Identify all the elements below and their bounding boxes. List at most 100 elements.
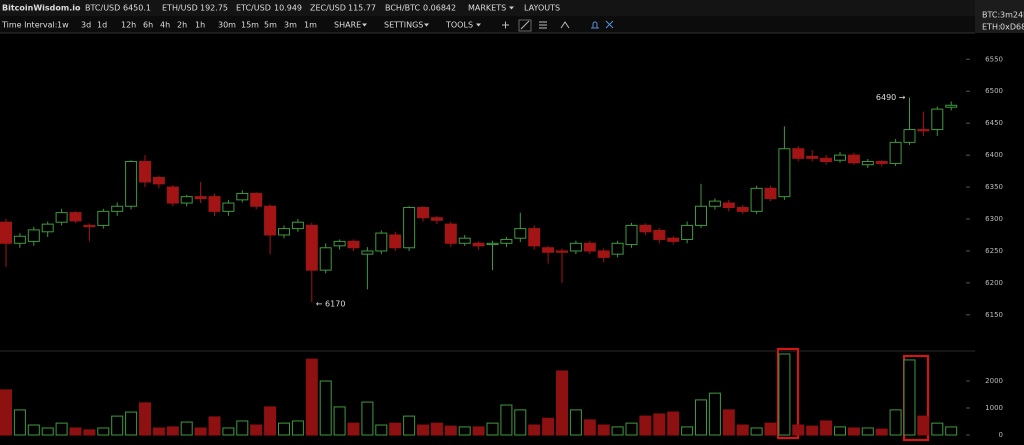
y-tick-label: 6450 — [985, 119, 1003, 127]
y-tick-label: 6150 — [985, 311, 1003, 319]
interval[interactable]: 1w — [57, 21, 69, 30]
logo[interactable]: BitcoinWisdom.io — [2, 4, 81, 13]
volume-bar — [889, 409, 902, 436]
interval[interactable]: 1h — [195, 21, 205, 30]
y-tick-label: 6400 — [985, 151, 1003, 159]
volume-bar — [403, 415, 416, 436]
candle-body — [305, 224, 318, 271]
candle-body — [458, 237, 471, 244]
candle-body — [55, 212, 68, 223]
volume-bar — [681, 426, 694, 436]
volume-bar — [389, 422, 402, 436]
interval[interactable]: 5m — [264, 21, 277, 30]
volume-bar — [639, 415, 652, 436]
menu[interactable]: MARKETS — [468, 4, 506, 13]
interval[interactable]: 3m — [284, 21, 297, 30]
ticker-pair[interactable]: ETC/USD — [236, 4, 271, 13]
candle-body — [778, 148, 791, 198]
candle-body — [319, 247, 332, 271]
volume-bar — [861, 427, 874, 436]
volume-bar — [236, 420, 249, 436]
ticker-pair[interactable]: ZEC/USD — [310, 4, 346, 13]
volume-tick-label: 1000 — [985, 404, 1003, 412]
volume-bar — [653, 413, 666, 436]
volume-tick-label: 0 — [999, 431, 1003, 439]
volume-bar — [97, 427, 110, 436]
candle-body — [875, 161, 888, 164]
ticker-pair[interactable]: ETH/USD — [162, 4, 198, 13]
volume-bar — [180, 421, 193, 436]
price-annotation: 6490 → — [876, 93, 906, 102]
candle-body — [194, 196, 207, 200]
fib-icon — [539, 21, 547, 29]
candle-body — [931, 108, 944, 131]
volume-bar — [500, 404, 513, 436]
pen-icon — [560, 21, 570, 29]
volume-bar — [542, 417, 555, 436]
volume-bar — [903, 359, 916, 436]
ticker-pair[interactable]: BTC/USD — [85, 4, 120, 13]
interval[interactable]: 6h — [143, 21, 153, 30]
candle-body — [375, 232, 388, 252]
candle-body — [417, 207, 429, 219]
volume-bar — [722, 409, 735, 436]
ticker-price: 0.06842 — [423, 4, 456, 13]
interval[interactable]: 30m — [218, 21, 236, 30]
interval[interactable]: 4h — [160, 21, 170, 30]
interval[interactable]: 1m — [304, 21, 317, 30]
interval[interactable]: 1d — [97, 21, 107, 30]
candle-body — [0, 221, 12, 244]
volume-bar — [0, 389, 12, 436]
menu[interactable]: LAYOUTS — [524, 4, 560, 13]
candle-body — [556, 250, 568, 253]
volume-bar — [514, 409, 527, 436]
volume-bar — [458, 426, 471, 436]
clear-icon — [605, 20, 614, 29]
volume-bar — [820, 420, 833, 436]
candle-body — [125, 161, 138, 207]
candle-body — [166, 186, 179, 204]
y-tick-label: 6200 — [985, 279, 1003, 287]
y-tick-label: 6350 — [985, 183, 1003, 191]
interval[interactable]: 15m — [241, 21, 259, 30]
toolbar-menu[interactable]: SETTINGS — [384, 21, 423, 30]
candle-body — [569, 242, 582, 252]
candle-body — [945, 104, 958, 108]
candle-body — [278, 228, 290, 236]
candle-body — [111, 205, 124, 212]
ticker-pair[interactable]: BCH/BTC — [385, 4, 421, 13]
line-icon — [520, 20, 530, 30]
interval[interactable]: 12h — [121, 21, 136, 30]
volume-bar — [945, 426, 958, 436]
toolbar-menu[interactable]: TOOLS — [445, 21, 473, 30]
candle-body — [97, 210, 110, 226]
interval[interactable]: 3d — [81, 21, 91, 30]
candle-body — [347, 240, 360, 249]
volume-bar — [736, 424, 749, 436]
y-tick-label: 6250 — [985, 247, 1003, 255]
volume-bar — [597, 424, 610, 436]
volume-tick-label: 2000 — [985, 377, 1003, 385]
volume-bar — [708, 392, 721, 436]
volume-bar — [166, 426, 179, 436]
highlight-box — [777, 348, 799, 439]
toolbar-menu[interactable]: SHARE — [334, 21, 361, 30]
candle-body — [889, 141, 902, 164]
candle-body — [708, 200, 721, 207]
volume-bar — [569, 409, 582, 436]
volume-bar — [125, 411, 138, 436]
candle-body — [361, 250, 374, 255]
volume-bar — [931, 422, 944, 436]
candle-body — [834, 154, 846, 161]
volume-bar — [13, 409, 26, 436]
interval[interactable]: 2h — [177, 21, 187, 30]
volume-bar — [69, 427, 82, 436]
dropdown-arrow — [424, 23, 429, 27]
volume-bar — [417, 424, 429, 436]
candle-body — [695, 205, 707, 226]
candle-body — [681, 224, 694, 240]
candle-body — [69, 212, 82, 222]
volume-bar — [55, 422, 68, 436]
